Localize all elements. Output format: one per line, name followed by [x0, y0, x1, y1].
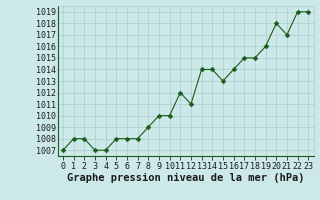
X-axis label: Graphe pression niveau de la mer (hPa): Graphe pression niveau de la mer (hPa) [67, 173, 304, 183]
